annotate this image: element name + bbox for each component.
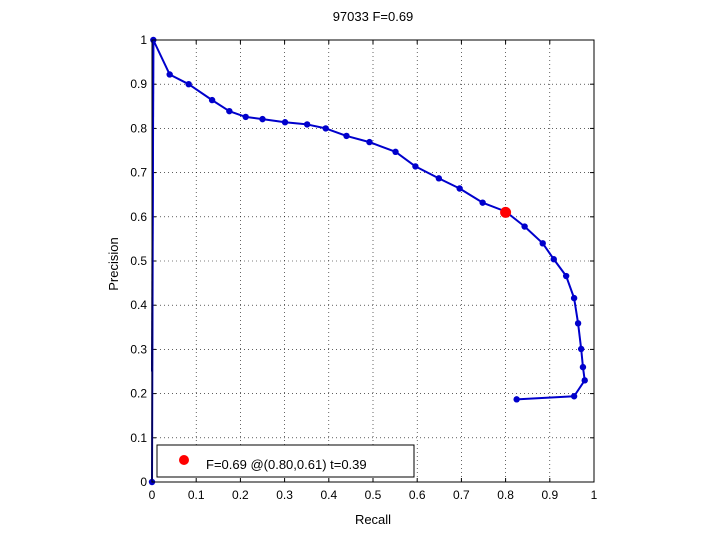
grid — [152, 40, 594, 482]
y-tick-label: 0 — [140, 475, 147, 489]
series-point — [259, 115, 266, 123]
chart-title: 97033 F=0.69 — [333, 9, 414, 24]
x-tick-label: 0.5 — [365, 488, 382, 502]
x-tick-label: 0.8 — [497, 488, 514, 502]
x-tick-label: 0.2 — [232, 488, 249, 502]
x-tick-label: 0 — [149, 488, 156, 502]
series-point — [435, 175, 443, 182]
series-point — [539, 240, 546, 247]
series-point — [185, 81, 192, 88]
plot-frame — [151, 39, 595, 483]
legend: F=0.69 @(0.80,0.61) t=0.39 — [156, 444, 415, 478]
series-point — [479, 199, 486, 206]
legend-box — [156, 444, 415, 478]
series-point — [322, 125, 329, 132]
series-point — [226, 107, 233, 115]
y-tick-label: 0.9 — [130, 77, 147, 91]
y-tick-label: 0.2 — [130, 387, 147, 401]
y-axis-label: Precision — [106, 237, 121, 290]
x-axis-label: Recall — [355, 512, 391, 527]
series-point — [581, 377, 588, 384]
y-tick-label: 0.6 — [130, 210, 147, 224]
series-point — [562, 272, 570, 280]
series-point — [513, 396, 520, 403]
x-tick-label: 1 — [591, 488, 598, 502]
series-point — [242, 113, 249, 121]
series-point — [392, 148, 399, 156]
series-point — [366, 138, 373, 146]
series-point — [166, 71, 173, 78]
axis-ticks: 0 0.1 0.2 0.3 0.4 0.5 0.6 0.7 0.8 0.9 1 0 0.1 0.2 0.3 0… — [130, 33, 597, 502]
y-tick-label: 0.4 — [130, 298, 147, 312]
y-tick-label: 1 — [140, 33, 147, 47]
x-tick-label: 0.3 — [276, 488, 293, 502]
series-point — [412, 163, 419, 170]
series-layer — [148, 36, 588, 486]
series-point — [579, 363, 587, 371]
series-point — [574, 320, 582, 327]
series-point — [456, 185, 463, 192]
legend-label: F=0.69 @(0.80,0.61) t=0.39 — [206, 457, 367, 472]
x-tick-label: 0.9 — [541, 488, 558, 502]
series-point — [208, 96, 216, 104]
y-tick-label: 0.1 — [130, 431, 147, 445]
y-tick-label: 0.5 — [130, 254, 147, 268]
series-point — [570, 393, 578, 400]
y-tick-label: 0.8 — [130, 121, 147, 135]
y-tick-label: 0.7 — [130, 166, 147, 180]
legend-marker — [179, 455, 189, 465]
y-tick-label: 0.3 — [130, 342, 147, 356]
x-tick-label: 0.4 — [320, 488, 337, 502]
series-line — [151, 39, 586, 483]
series-point — [550, 256, 557, 263]
x-tick-label: 0.7 — [453, 488, 470, 502]
series-point — [570, 294, 578, 302]
series-point — [577, 345, 585, 353]
x-tick-label: 0.6 — [409, 488, 426, 502]
series-point — [281, 119, 289, 126]
series-point — [521, 223, 528, 230]
series-point — [343, 132, 350, 140]
best-f-point — [500, 206, 512, 218]
x-tick-label: 0.1 — [188, 488, 205, 502]
series-point — [303, 121, 311, 128]
